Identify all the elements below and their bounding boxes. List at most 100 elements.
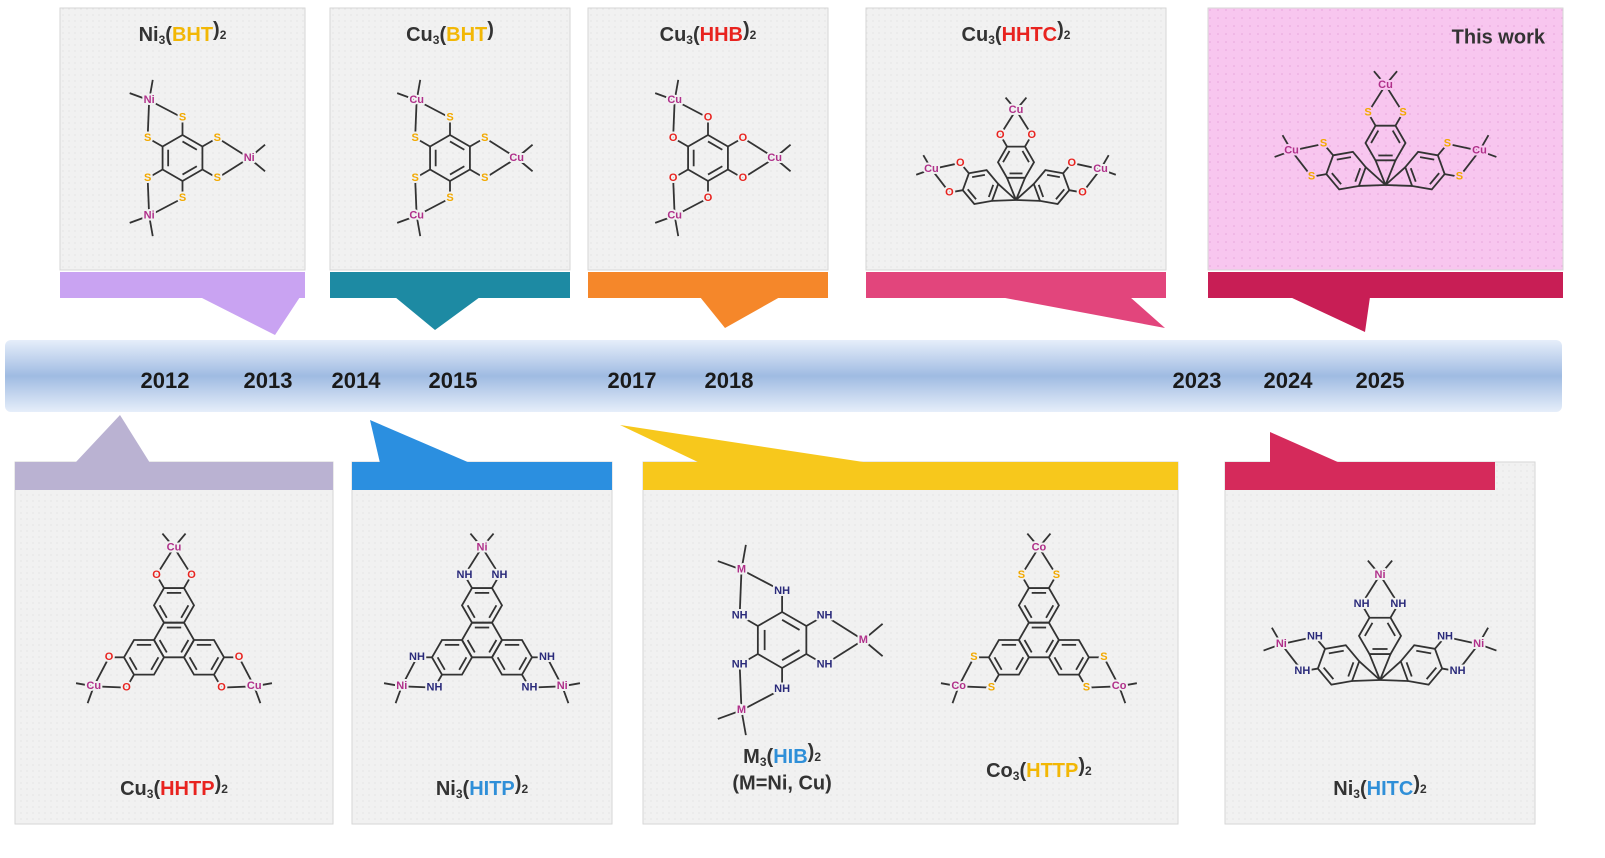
timeline-band xyxy=(5,340,1562,412)
bond xyxy=(1290,150,1313,178)
bond xyxy=(182,165,198,176)
formula-part: ( xyxy=(165,24,172,46)
bond xyxy=(674,197,709,217)
compound-formula: M3(HIB)2 xyxy=(743,741,821,769)
bond xyxy=(862,623,884,641)
formula-part: ) xyxy=(213,19,220,41)
bond xyxy=(739,653,759,666)
metal-atom: Cu xyxy=(1472,145,1487,157)
bond xyxy=(774,157,792,172)
formula-part: 2 xyxy=(814,750,821,764)
bond xyxy=(86,686,95,704)
bond xyxy=(1429,172,1440,185)
bond xyxy=(201,168,218,179)
bond xyxy=(922,154,933,170)
compound-formula: Cu3(HHB)2 xyxy=(660,19,757,47)
metal-atom: Cu xyxy=(1093,163,1108,175)
formula-part: Ni xyxy=(1333,778,1353,800)
bond xyxy=(484,137,518,159)
donor-atom: NH xyxy=(732,658,748,670)
bond xyxy=(742,137,776,159)
bond xyxy=(673,215,680,237)
bond xyxy=(254,682,273,688)
bond xyxy=(1425,666,1438,680)
donor-atom: S xyxy=(1320,138,1327,150)
bond xyxy=(707,140,723,151)
bond xyxy=(740,544,747,570)
panels: 2012 2013 2014 2015 2017 2018 2023 2024 2025 S S Ni… xyxy=(14,7,1564,825)
bond xyxy=(1478,643,1497,652)
bond xyxy=(1384,166,1406,186)
bond xyxy=(727,137,744,148)
formula-part: BHT xyxy=(172,24,213,46)
metal-atom: Cu xyxy=(924,163,939,175)
formula-part: ( xyxy=(153,778,160,800)
donor-atom: S xyxy=(1456,171,1463,183)
compound-formula: Co3(HTTP)2 xyxy=(986,755,1092,783)
bond xyxy=(481,532,495,548)
bond xyxy=(1045,604,1055,619)
donor-atom: S xyxy=(1308,171,1315,183)
bond xyxy=(496,656,506,671)
bond xyxy=(1447,142,1480,152)
metal-atom: Ni xyxy=(396,680,407,692)
donor-atom: NH xyxy=(732,609,748,621)
formula-part: ) xyxy=(743,19,750,41)
metal-atom: M xyxy=(859,634,868,646)
bond xyxy=(125,674,135,689)
callout-pointer xyxy=(1290,297,1370,332)
bond xyxy=(414,137,431,148)
bond xyxy=(717,560,742,571)
donor-atom: NH xyxy=(522,682,538,694)
bond xyxy=(1379,559,1393,576)
callout-pointer xyxy=(620,425,870,463)
year-label: 2013 xyxy=(244,368,293,393)
callout-pointer xyxy=(200,297,300,335)
bond xyxy=(1444,173,1460,178)
bond xyxy=(672,168,689,179)
compound-formula: Ni3(BHT)2 xyxy=(139,19,227,47)
bond xyxy=(469,532,483,548)
bond xyxy=(433,674,443,689)
bond xyxy=(993,656,1003,671)
bond xyxy=(1314,636,1326,650)
formula-part: 3 xyxy=(1013,769,1020,783)
donor-atom: O xyxy=(1078,186,1087,198)
metal-atom: Cu xyxy=(167,541,182,553)
donor-atom: S xyxy=(179,192,186,204)
bond xyxy=(967,188,977,200)
metal-atom: Cu xyxy=(1284,145,1299,157)
bond xyxy=(1477,627,1489,645)
donor-atom: S xyxy=(411,132,418,144)
bond xyxy=(518,656,528,671)
bond xyxy=(739,614,759,627)
bond xyxy=(673,79,680,101)
formula-part: 2 xyxy=(750,28,757,42)
bond xyxy=(449,140,465,151)
bond xyxy=(738,664,743,711)
bond xyxy=(75,682,94,688)
year-label: 2025 xyxy=(1356,368,1405,393)
bond xyxy=(1360,574,1381,605)
year-label: 2023 xyxy=(1173,368,1222,393)
bond xyxy=(253,686,262,704)
donor-atom: NH xyxy=(1354,598,1370,610)
formula-part: ( xyxy=(463,778,470,800)
formula-part: ( xyxy=(1360,778,1367,800)
callout-pointer xyxy=(75,415,150,463)
bond xyxy=(1002,150,1011,163)
donor-atom: NH xyxy=(817,609,833,621)
bond xyxy=(221,685,255,689)
bond xyxy=(781,619,801,631)
formula-part: HITC xyxy=(1367,778,1414,800)
donor-atom: S xyxy=(481,172,488,184)
bond xyxy=(971,174,986,179)
bond xyxy=(182,140,198,151)
panel xyxy=(587,7,829,271)
formula-part: 3 xyxy=(686,33,693,47)
bond xyxy=(1373,70,1387,86)
bond xyxy=(957,656,975,687)
bond xyxy=(1352,679,1381,682)
